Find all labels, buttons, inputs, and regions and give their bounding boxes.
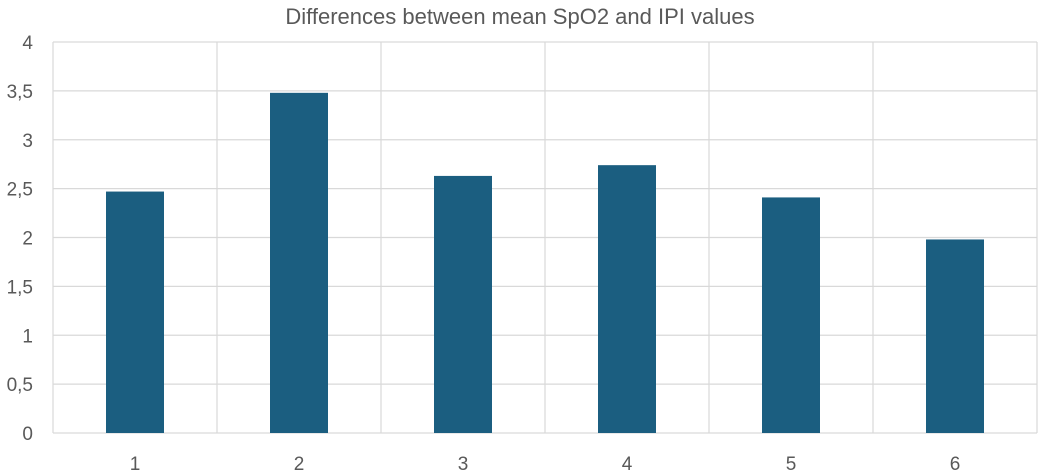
y-tick-label: 1: [22, 326, 33, 347]
bar-4: [598, 165, 656, 434]
x-tick-label: 1: [130, 454, 141, 475]
y-tick-label: 3,5: [7, 82, 33, 103]
bar-1: [106, 191, 164, 433]
chart-title: Differences between mean SpO2 and IPI va…: [285, 4, 754, 29]
bar-3: [434, 175, 492, 434]
y-tick-label: 2: [22, 229, 33, 250]
y-tick-label: 3: [22, 131, 33, 152]
x-tick-label: 2: [294, 454, 305, 475]
y-axis-ticks: 0 0,5 1 1,5 2 2,5 3 3,5 4: [7, 33, 34, 445]
y-tick-label: 2,5: [7, 180, 33, 201]
x-tick-label: 5: [786, 454, 797, 475]
x-axis-ticks: 1 2 3 4 5 6: [130, 454, 961, 475]
x-tick-label: 3: [458, 454, 469, 475]
bar-6: [926, 239, 984, 433]
y-tick-label: 1,5: [7, 277, 33, 298]
y-tick-label: 0: [22, 424, 33, 445]
bars-layer: [106, 92, 984, 434]
x-tick-label: 4: [622, 454, 633, 475]
bar-5: [762, 197, 820, 433]
x-tick-label: 6: [950, 454, 961, 475]
grid-layer: [52, 41, 1038, 434]
y-tick-label: 0,5: [7, 375, 33, 396]
y-tick-label: 4: [22, 33, 33, 54]
bar-2: [270, 92, 328, 433]
